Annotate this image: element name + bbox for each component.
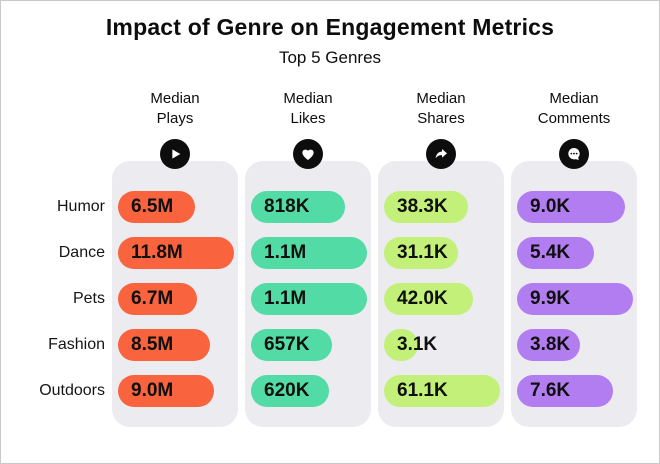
- value-label: 11.8M: [131, 242, 183, 263]
- value-pill: 6.7M: [118, 283, 197, 315]
- value-label: 818K: [264, 196, 310, 217]
- value-label: 6.7M: [131, 288, 174, 309]
- value-pill: 3.1K: [384, 329, 437, 361]
- heart-icon: [293, 139, 323, 169]
- value-pill: 7.6K: [517, 375, 613, 407]
- value-pill: 8.5M: [118, 329, 210, 361]
- chart-title: Impact of Genre on Engagement Metrics: [105, 14, 555, 40]
- chart-subtitle: Top 5 Genres: [278, 48, 382, 67]
- metric-header-line1: Median: [283, 90, 333, 107]
- metric-header: Median Likes: [238, 89, 378, 129]
- value-label: 7.6K: [530, 380, 571, 401]
- value-pill: 3.8K: [517, 329, 580, 361]
- value-label: 3.1K: [397, 334, 438, 355]
- value-label: 6.5M: [131, 196, 174, 217]
- play-icon: [160, 139, 190, 169]
- value-label: 5.4K: [530, 242, 571, 263]
- value-label: 657K: [264, 334, 310, 355]
- row-label-fashion: Fashion: [48, 336, 105, 353]
- row-label-outdoors: Outdoors: [39, 382, 105, 399]
- metric-header: Median Comments: [504, 89, 644, 129]
- metric-header: Median Shares: [371, 89, 511, 129]
- value-pill: 11.8M: [118, 237, 234, 269]
- value-pill: 1.1M: [251, 283, 367, 315]
- value-label: 9.0K: [530, 196, 571, 217]
- value-pill: 6.5M: [118, 191, 195, 223]
- value-pill: 5.4K: [517, 237, 594, 269]
- value-pill: 9.9K: [517, 283, 633, 315]
- value-pill: 9.0M: [118, 375, 214, 407]
- metric-header-line2: Plays: [156, 110, 194, 127]
- value-label: 3.8K: [530, 334, 571, 355]
- value-pill: 42.0K: [384, 283, 473, 315]
- value-label: 8.5M: [131, 334, 174, 355]
- value-label: 61.1K: [397, 380, 448, 401]
- value-label: 1.1M: [264, 242, 307, 263]
- value-pill: 31.1K: [384, 237, 458, 269]
- metric-header-line2: Likes: [290, 110, 326, 127]
- row-label-dance: Dance: [58, 244, 105, 261]
- value-pill: 818K: [251, 191, 345, 223]
- metric-header-line1: Median: [150, 90, 200, 107]
- value-label: 31.1K: [397, 242, 448, 263]
- value-pill: 61.1K: [384, 375, 500, 407]
- value-pill: 9.0K: [517, 191, 625, 223]
- value-pill: 38.3K: [384, 191, 468, 223]
- metric-header-line2: Shares: [417, 110, 465, 127]
- value-label: 38.3K: [397, 196, 448, 217]
- metric-header: Median Plays: [105, 89, 245, 129]
- value-label: 42.0K: [397, 288, 448, 309]
- row-label-humor: Humor: [56, 198, 105, 215]
- value-label: 9.9K: [530, 288, 571, 309]
- value-label: 620K: [264, 380, 310, 401]
- value-label: 1.1M: [264, 288, 307, 309]
- metric-header-line1: Median: [549, 90, 599, 107]
- metric-header-line2: Comments: [537, 110, 611, 127]
- comment-icon: [559, 139, 589, 169]
- value-pill: 1.1M: [251, 237, 367, 269]
- value-label: 9.0M: [131, 380, 174, 401]
- value-pill: 657K: [251, 329, 332, 361]
- metric-header-line1: Median: [416, 90, 466, 107]
- value-pill: 620K: [251, 375, 329, 407]
- row-label-pets: Pets: [72, 290, 105, 307]
- share-icon: [426, 139, 456, 169]
